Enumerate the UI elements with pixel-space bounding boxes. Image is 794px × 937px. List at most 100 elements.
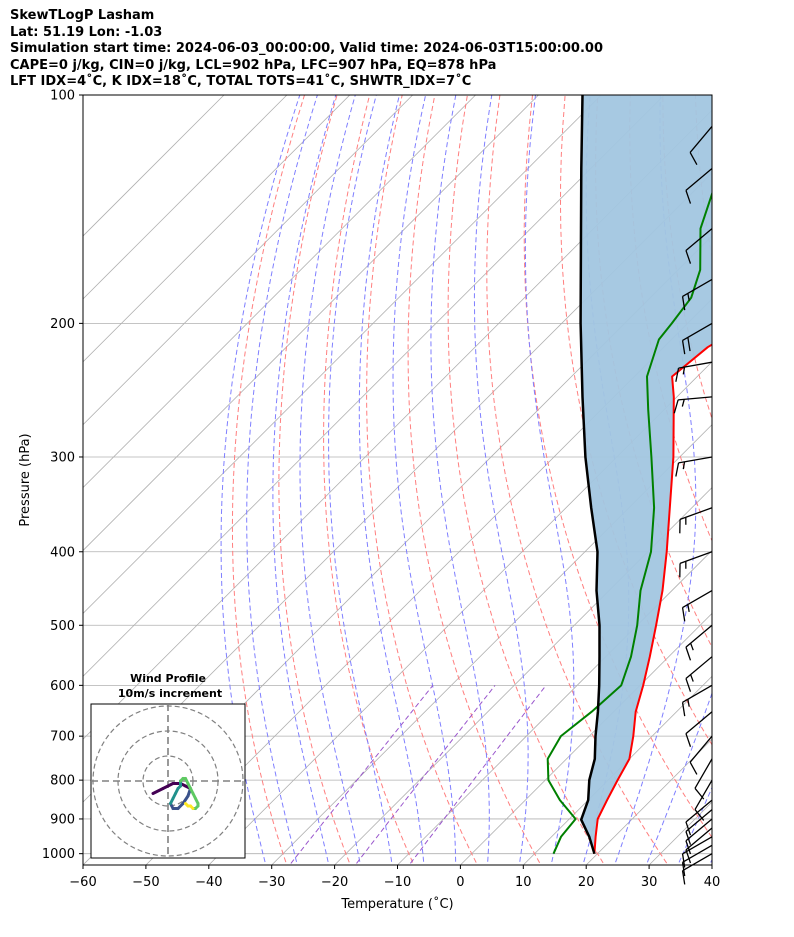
dry-adiabat [278,95,351,865]
axes: −60 −50 −40 −30 −20 −10 0 10 20 30 40 1000 900 800 700… [18,89,720,913]
dry-adiabat [323,95,415,865]
dry-adiabat [407,95,542,865]
moist-adiabat [473,95,529,865]
barb-shaft [682,684,713,703]
isotherm-line [83,95,476,489]
plot-area [83,95,794,870]
barb-flag [689,761,698,775]
barb-half-flag [687,604,690,612]
y-tick-label: 200 [50,317,75,332]
barb-flag [694,809,705,821]
x-axis-label: Temperature (˚C) [340,896,453,912]
barb-flag [685,190,692,204]
barb-flag [685,849,692,864]
dry-adiabat [728,95,794,870]
parcel-profile [579,95,601,855]
y-tick-label: 400 [50,545,75,560]
barb-flag [685,831,692,845]
x-tick-label: 10 [515,875,532,890]
cin-cape-shading [580,95,712,854]
barb-shaft [685,818,713,842]
x-tick-label: −20 [321,875,348,890]
barb-flag [675,367,680,382]
cape-line: CAPE=0 j/kg, CIN=0 j/kg, LCL=902 hPa, LF… [10,57,497,73]
barb-shaft [678,456,713,464]
wind-barbs [673,125,713,885]
barb-half-flag [682,366,686,375]
isotherm-line [397,549,712,865]
x-tick-label: −50 [132,875,159,890]
barb-shaft [682,590,713,609]
hodograph-inset: Wind Profile 10m/s increment [90,672,246,859]
time-line: Simulation start time: 2024-06-03_00:00:… [10,41,603,57]
hodograph-trace [161,782,175,790]
barb-shaft [689,735,713,763]
barb-shaft [685,228,713,251]
moist-adiabat [430,95,490,865]
barb-flag [673,399,679,414]
isotherm-line [83,95,539,552]
barb-flag [681,870,686,885]
temperature-profile [593,343,712,854]
wind-barb [685,799,713,836]
hodograph-trace [184,802,190,808]
wind-barb [685,624,713,661]
dry-adiabat [523,95,712,839]
barb-half-flag [690,642,694,651]
dewpoint-profile [546,190,712,855]
isotherm-line [83,95,351,363]
chart-title: SkewTLogP Lasham [10,8,155,23]
moist-adiabat [358,95,425,865]
wind-barb [681,322,713,355]
wind-barb [685,228,713,264]
barb-shaft [685,711,713,735]
barb-flag [685,250,692,264]
wind-barb [685,827,713,864]
barb-flag [681,607,686,622]
barb-shaft [694,758,713,789]
y-tick-label: 1000 [42,847,75,862]
barb-flag [687,337,691,352]
moist-adiabat [220,95,301,865]
hodograph-subtitle: 10m/s increment [118,687,222,700]
moist-adiabat [645,691,712,865]
barb-flag [689,152,698,165]
wind-barb [681,684,713,717]
barb-flag [681,296,686,311]
barb-half-flag [690,674,694,682]
moist-adiabat [708,858,712,865]
barb-half-flag [681,399,685,407]
barb-half-flag [682,461,686,470]
barb-half-flag [687,699,690,707]
isotherm-line [83,95,225,237]
dry-adiabat [559,95,712,746]
hodograph-trace [151,787,165,795]
barb-flag [685,840,692,855]
wind-barb [681,278,713,311]
barb-shaft [682,836,713,855]
barb-flag [681,340,686,355]
isotherm-line [460,612,712,865]
wind-barb [679,551,713,578]
barb-shaft [685,624,713,648]
index-line: LFT IDX=4˚C, K IDX=18˚C, TOTAL TOTS=41˚C… [10,74,472,90]
moist-adiabat [299,95,361,865]
barb-shaft [679,551,713,565]
isotherm-line [83,95,602,614]
moist-adiabat [328,95,393,865]
y-axis-label: Pressure (hPa) [18,433,33,526]
isotherm-line [145,298,712,865]
hodograph-trace [181,794,190,805]
wind-barb [685,711,713,747]
barb-shaft [682,844,713,863]
hodograph-title: Wind Profile [130,672,206,685]
y-tick-label: 700 [50,730,75,745]
barb-shaft [689,125,713,153]
x-tick-label: 0 [456,875,464,890]
wind-barb [681,844,713,877]
x-tick-label: 30 [641,875,658,890]
barb-flag [675,462,680,477]
moist-adiabat [392,95,457,865]
dry-adiabat [486,95,669,865]
mixing-ratio-line [408,685,547,865]
